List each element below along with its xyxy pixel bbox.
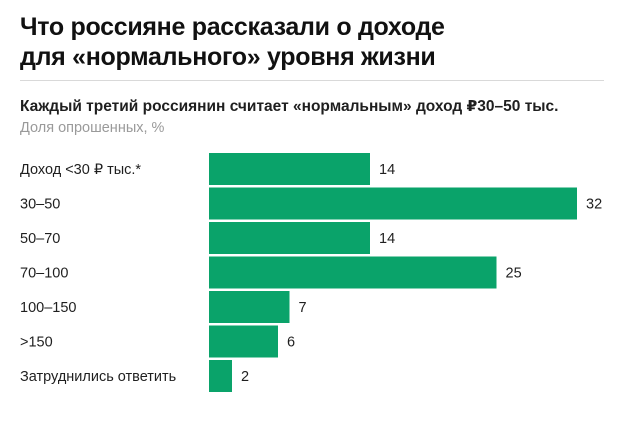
bar — [209, 222, 370, 254]
chart-subtitle: Каждый третий россиянин считает «нормаль… — [20, 98, 559, 115]
value-label: 14 — [379, 231, 395, 247]
bar — [209, 256, 497, 289]
value-label: 7 — [299, 300, 307, 316]
value-label: 2 — [241, 369, 249, 385]
chart-title-line-1: Что россияне рассказали о доходе — [20, 13, 445, 41]
value-label: 25 — [506, 266, 522, 282]
bar — [209, 291, 290, 323]
category-label: Затруднились ответить — [20, 369, 176, 385]
category-label: >150 — [20, 335, 53, 351]
value-label: 6 — [287, 335, 295, 351]
category-label: 30–50 — [20, 197, 60, 213]
category-label: 70–100 — [20, 266, 68, 282]
category-label: Доход <30 ₽ тыс.* — [20, 162, 141, 178]
bar — [209, 325, 278, 358]
bar — [209, 360, 232, 392]
category-label: 100–150 — [20, 300, 76, 316]
value-label: 14 — [379, 162, 395, 178]
category-label: 50–70 — [20, 231, 60, 247]
bar — [209, 153, 370, 185]
unit-label: Доля опрошенных, % — [20, 120, 165, 136]
bar — [209, 187, 577, 220]
value-label: 32 — [586, 197, 602, 213]
title-divider — [20, 80, 604, 81]
chart-title: Что россияне рассказали о доходе для «но… — [20, 12, 610, 72]
chart-title-line-2: для «нормального» уровня жизни — [20, 43, 436, 71]
